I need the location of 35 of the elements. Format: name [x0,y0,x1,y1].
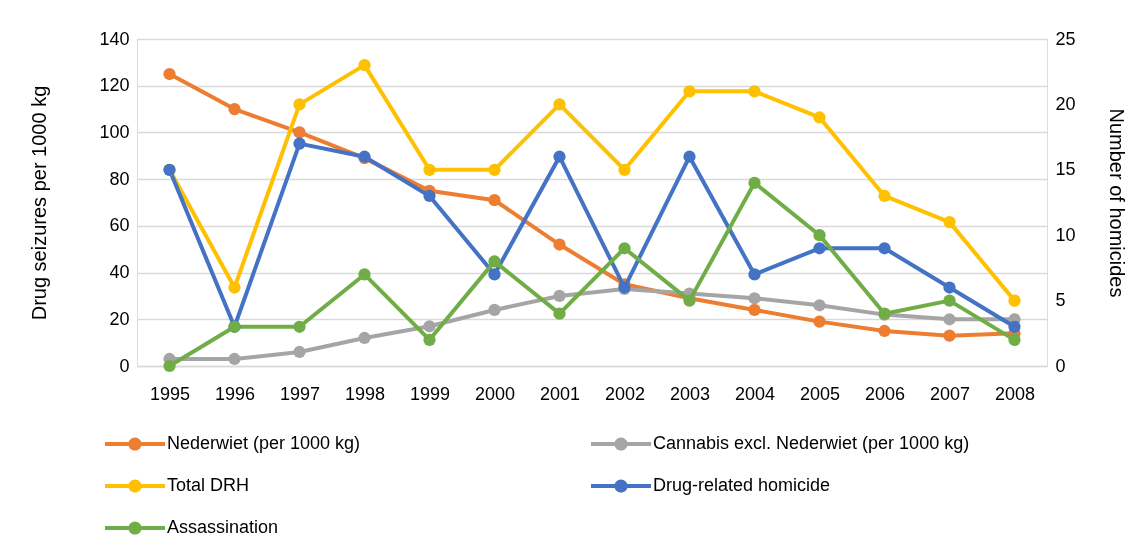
y2-tick-label: 15 [1055,159,1076,180]
x-tick-label: 1999 [409,383,451,404]
y-axis-title: Drug seizures per 1000 kg [28,85,51,321]
x-tick-label: 2005 [799,383,841,404]
y-tick-label: 140 [99,28,130,49]
x-tick-label: 1997 [279,383,321,404]
legend-label: Cannabis excl. Nederwiet (per 1000 kg) [653,433,970,453]
y-tick-label: 80 [109,168,130,189]
x-tick-label: 2008 [994,383,1036,404]
x-tick-label: 2002 [604,383,646,404]
y2-tick-label: 0 [1055,355,1066,376]
legend-label: Total DRH [167,475,250,495]
x-tick-label: 2007 [929,383,971,404]
x-tick-label: 1995 [149,383,191,404]
y2-tick-label: 10 [1055,224,1076,245]
x-tick-label: 1998 [344,383,386,404]
legend-label: Drug-related homicide [653,475,831,495]
x-tick-label: 2006 [864,383,906,404]
y2-tick-label: 25 [1055,28,1076,49]
x-tick-label: 2000 [474,383,516,404]
x-tick-label: 2003 [669,383,711,404]
y-tick-label: 20 [109,308,130,329]
legend-label: Assassination [167,517,279,537]
y-tick-label: 60 [109,215,130,236]
y2-tick-label: 5 [1055,290,1066,311]
x-tick-label: 1996 [214,383,256,404]
y2-axis-title: Number of homicides [1105,108,1128,298]
y-tick-label: 100 [99,121,130,142]
legend-label: Nederwiet (per 1000 kg) [167,433,361,453]
y-tick-label: 120 [99,75,130,96]
y-tick-label: 40 [109,262,130,283]
x-tick-label: 2001 [539,383,581,404]
y2-tick-label: 20 [1055,93,1076,114]
x-tick-label: 2004 [734,383,776,404]
y-tick-label: 0 [119,355,130,376]
